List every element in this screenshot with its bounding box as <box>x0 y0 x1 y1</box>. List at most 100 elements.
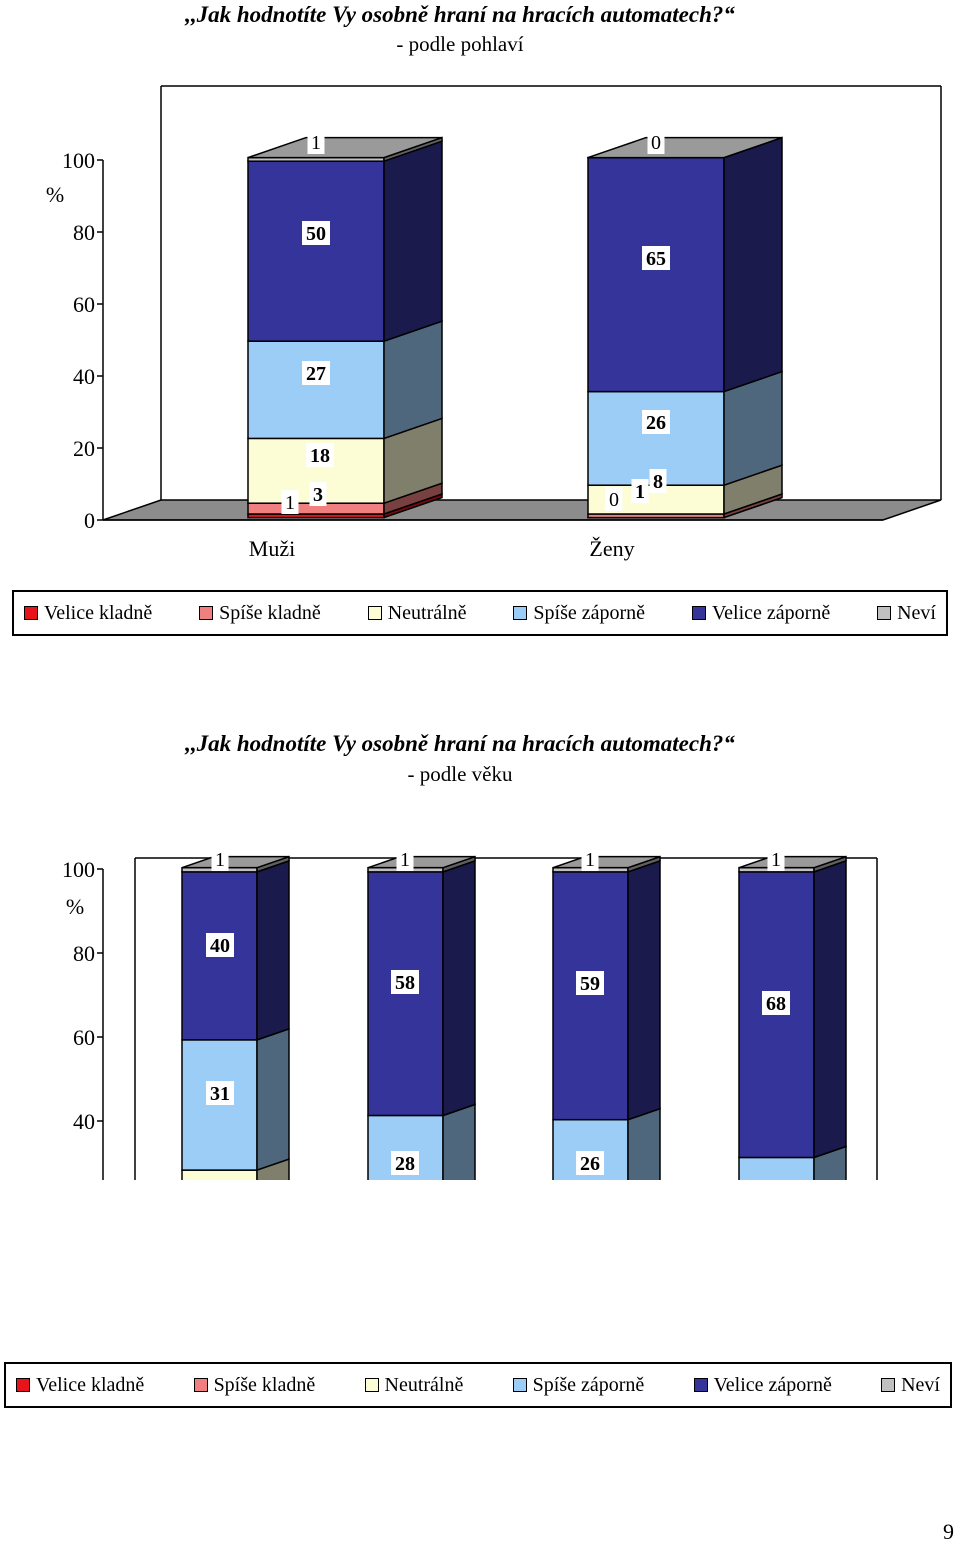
legend-swatch <box>367 606 382 620</box>
legend-swatch <box>693 1378 708 1392</box>
legend-swatch <box>691 606 706 620</box>
data-label-bg <box>576 971 604 995</box>
data-label-bg <box>647 130 665 154</box>
legend-label: Velice záporně <box>711 601 831 624</box>
legend-swatch <box>199 606 214 620</box>
data-label-nevi-18-29-let: 1 <box>215 849 225 871</box>
bar-segment-velice-zaporne-30-44-let <box>367 859 476 1117</box>
legend-item-velice-zaporne: Velice záporně <box>693 1373 832 1397</box>
chart2-title: ,,Jak hodnotíte Vy osobně hraní na hrací… <box>185 731 735 756</box>
data-label-bg <box>206 933 234 957</box>
data-label-bg <box>605 487 623 511</box>
bar-top <box>552 855 661 869</box>
bar-segment-velice-zaporne-muzi <box>247 140 443 343</box>
legend-item-velice-zaporne: Velice záporně <box>691 601 831 625</box>
chart1-subtitle: - podle pohlaví <box>396 32 524 56</box>
data-label-bg <box>307 130 325 154</box>
legend-item-nevi: Neví <box>877 602 936 625</box>
legend-label: Spíše záporně <box>532 1373 645 1396</box>
bar-side <box>813 859 847 1159</box>
bar-segment-spise-zaporne-18-29-let <box>181 1027 290 1172</box>
legend-swatch <box>16 1378 30 1392</box>
legend-swatch <box>193 1378 208 1392</box>
y-tick-label: 20 <box>73 436 95 461</box>
chart1-legend: Velice kladně Spíše kladně Neutrálně Spíše … <box>12 590 948 636</box>
bar-top <box>247 136 443 159</box>
bar-side <box>256 859 290 1041</box>
bar-front <box>587 156 725 393</box>
bar-side <box>627 1107 661 1180</box>
data-label-bg <box>576 1151 604 1175</box>
y-axis-label: % <box>66 894 84 919</box>
legend-label: Neutrálně <box>384 1373 464 1396</box>
data-label-nevi-zeny: 0 <box>651 132 661 154</box>
data-label-bg <box>302 221 330 245</box>
bar-side <box>383 140 443 343</box>
legend-item-nevi: Neví <box>881 1374 940 1397</box>
bar-top <box>587 136 783 159</box>
y-tick-label: 0 <box>84 508 95 533</box>
data-label-bg <box>762 991 790 1015</box>
data-label-bg <box>649 469 667 493</box>
legend-swatch <box>881 1378 896 1392</box>
bar-segment-nevi-muzi <box>247 136 443 163</box>
bar-front <box>247 340 385 440</box>
y-tick-label: 40 <box>73 364 95 389</box>
bar-segment-spise-zaporne-45-59-let <box>552 1107 661 1180</box>
legend-swatch <box>877 606 892 620</box>
data-label-spise-kladne-muzi: 3 <box>313 484 323 506</box>
data-label-bg <box>631 479 649 503</box>
data-label-spise-zaporne-zeny: 26 <box>646 412 666 434</box>
data-label-velice-zaporne-30-44-let: 58 <box>395 972 415 994</box>
bar-top <box>367 855 476 869</box>
legend-swatch <box>512 1378 527 1392</box>
y-tick-label: 60 <box>73 292 95 317</box>
page-number: 9 <box>943 1519 954 1544</box>
legend-label: Neví <box>897 601 936 624</box>
legend-label: Spíše záporně <box>533 601 646 624</box>
bar-side <box>442 859 476 1117</box>
data-label-spise-zaporne-18-29-let: 31 <box>210 1083 230 1105</box>
data-label-neutralne-zeny: 8 <box>653 471 663 493</box>
data-label-spise-zaporne-30-44-let: 28 <box>395 1153 415 1175</box>
y-tick-label: 80 <box>73 941 95 966</box>
bar-front <box>738 1156 815 1180</box>
legend-label: Neví <box>901 1373 940 1396</box>
data-label-bg <box>302 361 330 385</box>
data-label-velice-zaporne-60-a-vice-let: 68 <box>766 993 786 1015</box>
legend-label: Spíše kladně <box>219 601 321 624</box>
y-tick-label: 100 <box>62 857 95 882</box>
legend-item-spise-kladne: Spíše kladně <box>199 602 321 625</box>
bar-segment-nevi-zeny <box>587 136 783 159</box>
legend-label: Neutrálně <box>387 601 467 624</box>
data-label-nevi-30-44-let: 1 <box>400 849 410 871</box>
y-tick-label: 80 <box>73 220 95 245</box>
legend-item-neutralne: Neutrálně <box>367 601 467 625</box>
data-label-bg <box>281 490 299 514</box>
legend-label: Velice záporně <box>713 1373 832 1396</box>
data-label-velice-zaporne-muzi: 50 <box>306 223 326 245</box>
data-label-nevi-45-59-let: 1 <box>585 849 595 871</box>
data-label-bg <box>306 443 334 467</box>
data-label-bg <box>396 847 414 871</box>
data-label-nevi-60-a-vice-let: 1 <box>771 849 781 871</box>
y-tick-label: 40 <box>73 1109 95 1134</box>
legend-item-spise-kladne: Spíše kladně <box>193 1373 316 1397</box>
y-axis-label: % <box>46 182 64 207</box>
legend-label: Spíše kladně <box>213 1373 316 1396</box>
chart1-title: ,,Jak hodnotíte Vy osobně hraní na hrací… <box>185 2 735 27</box>
data-label-velice-zaporne-zeny: 65 <box>646 248 666 270</box>
chart2-subtitle: - podle věku <box>407 762 513 786</box>
bar-side <box>442 1103 476 1180</box>
bar-front <box>552 871 629 1121</box>
category-label-muzi: Muži <box>249 536 295 561</box>
bar-front <box>181 1169 258 1180</box>
data-label-bg <box>309 482 327 506</box>
data-label-velice-zaporne-45-59-let: 59 <box>580 973 600 995</box>
data-label-spise-kladne-zeny: 1 <box>635 481 645 503</box>
data-label-velice-zaporne-18-29-let: 40 <box>210 935 230 957</box>
data-label-bg <box>642 246 670 270</box>
legend-item-neutralne: Neutrálně <box>364 1373 464 1397</box>
